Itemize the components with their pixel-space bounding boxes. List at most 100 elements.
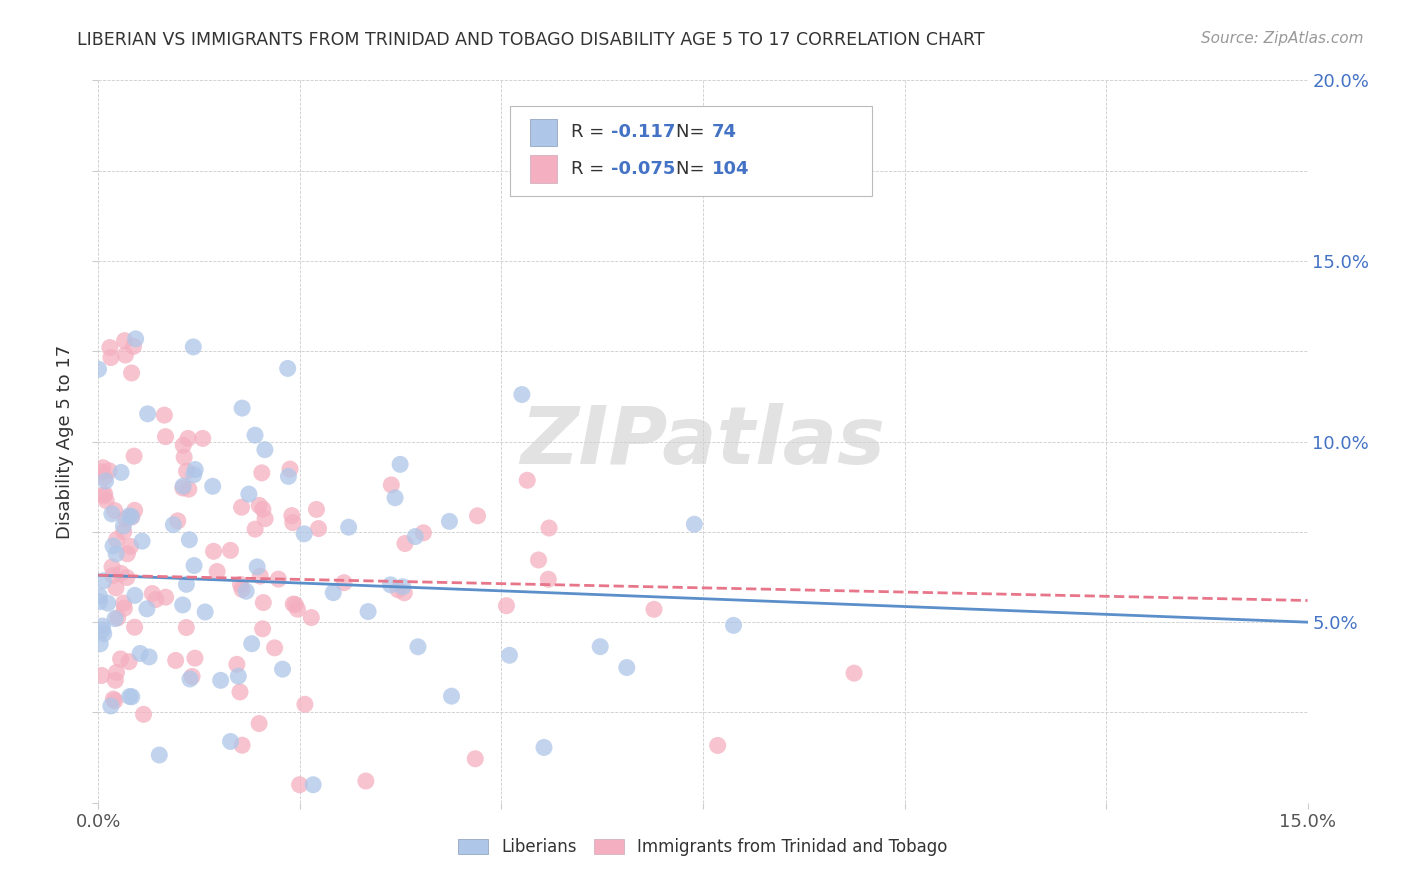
Point [105,665,128,680]
Point [191,431,214,445]
Text: Source: ZipAtlas.com: Source: ZipAtlas.com [1201,31,1364,46]
Point [181,340,204,354]
Point [89,589,111,603]
Point [98,341,121,355]
Point [723,618,745,632]
Point [93,489,115,503]
Point [91,623,114,637]
Point [406,640,429,654]
Point [184,651,207,665]
Point [165,653,187,667]
Point [118,655,141,669]
Point [202,544,225,558]
Point [100,351,122,365]
Point [136,407,159,421]
Point [104,581,127,595]
Point [101,560,124,574]
Point [231,401,253,416]
Point [155,590,177,604]
Point [89,595,111,609]
Point [495,599,517,613]
Point [121,366,143,380]
Point [179,672,201,686]
Text: 104: 104 [711,160,749,178]
Point [122,449,145,463]
Text: 74: 74 [711,123,737,142]
Point [294,698,316,712]
Point [90,668,112,682]
FancyBboxPatch shape [530,119,557,146]
Point [389,458,412,472]
Point [176,621,198,635]
Point [394,536,416,550]
Point [172,481,194,495]
Point [589,640,612,654]
Point [101,539,124,553]
Point [103,692,125,706]
Point [179,533,201,547]
Point [105,533,128,547]
Point [176,464,198,478]
Point [247,716,270,731]
Point [177,482,200,496]
Point [252,596,274,610]
Point [516,473,538,487]
Point [124,503,146,517]
Point [243,522,266,536]
Point [439,514,461,528]
Point [263,640,285,655]
Point [135,602,157,616]
Point [201,479,224,493]
Point [254,511,277,525]
Point [391,580,413,594]
Point [243,428,266,442]
Point [387,582,409,597]
Point [299,610,322,624]
Point [141,586,163,600]
Point [229,577,252,591]
Point [252,502,274,516]
Point [114,512,136,526]
Point [177,432,200,446]
Point [205,565,228,579]
Point [172,598,194,612]
Point [121,690,143,704]
Point [302,778,325,792]
Point [706,739,728,753]
Point [510,387,533,401]
Point [498,648,520,663]
Point [226,669,249,683]
Point [104,673,127,688]
Text: N=: N= [676,160,710,178]
Point [118,690,141,704]
Point [246,559,269,574]
Point [183,467,205,482]
Point [162,517,184,532]
Text: -0.075: -0.075 [612,160,675,178]
FancyBboxPatch shape [530,155,557,183]
Point [194,605,217,619]
Point [278,462,301,476]
FancyBboxPatch shape [509,105,872,196]
Point [110,466,132,480]
Point [354,774,377,789]
Point [412,525,434,540]
Text: N=: N= [676,123,710,142]
Point [288,778,311,792]
Point [357,605,380,619]
Point [277,361,299,376]
Point [114,348,136,362]
Point [337,520,360,534]
Point [112,596,135,610]
Point [842,666,865,681]
Point [252,622,274,636]
Text: ZIPatlas: ZIPatlas [520,402,886,481]
Point [183,558,205,573]
Point [643,602,665,616]
Point [267,572,290,586]
Point [184,462,207,476]
Point [96,493,118,508]
Text: R =: R = [571,160,610,178]
Point [283,597,305,611]
Point [110,652,132,666]
